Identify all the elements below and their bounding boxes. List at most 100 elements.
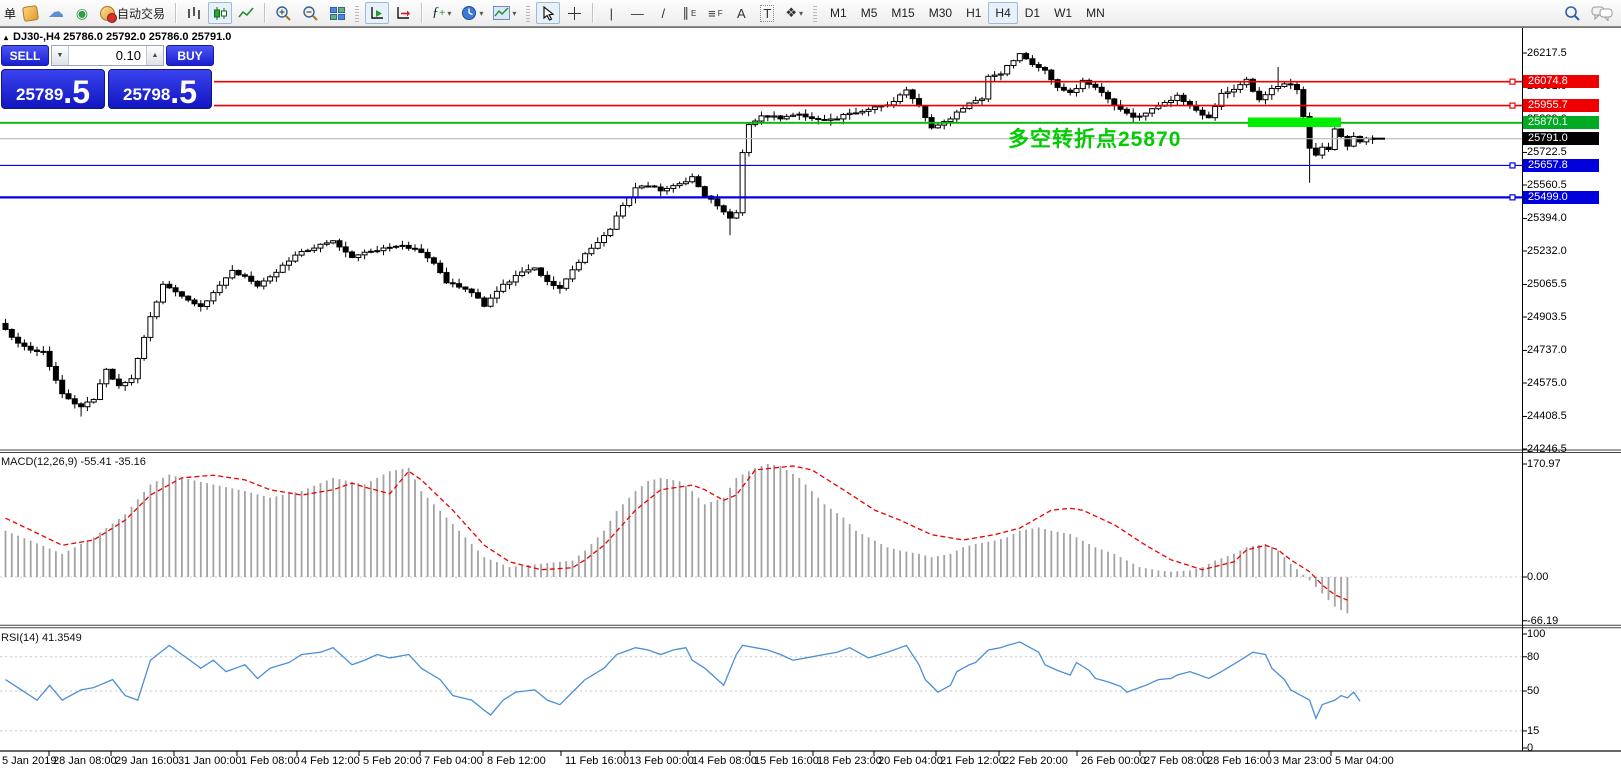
timeframe-m1[interactable]: M1 <box>830 6 847 20</box>
price-level-badge: 26074.8 <box>1523 75 1599 89</box>
price-axis-label: 26217.5 <box>1527 47 1567 59</box>
gold-cube-icon[interactable] <box>18 2 42 24</box>
price-axis-label: 25394.0 <box>1527 212 1567 225</box>
time-axis-label: 27 Feb 08:00 <box>1144 755 1209 767</box>
price-level-badge: 25955.7 <box>1523 99 1599 113</box>
buy-price-fraction: .5 <box>170 74 197 110</box>
chevron-down-icon: ▾ <box>447 8 452 18</box>
toolbar-grip <box>813 4 818 22</box>
price-axis-label: 24903.5 <box>1527 310 1567 323</box>
templates-button[interactable]: ▾ <box>489 2 520 24</box>
price-axis-label: 24246.5 <box>1527 442 1567 455</box>
time-axis-label: 28 Jan 08:00 <box>53 755 117 767</box>
timeframe-h1[interactable]: H1 <box>966 6 982 20</box>
rsi-indicator-label: RSI(14) 41.3549 <box>1 632 82 644</box>
horizontal-line-tool[interactable]: — <box>630 5 644 21</box>
buy-price-panel[interactable]: 25798.5 <box>108 69 212 109</box>
chevron-down-icon: ▾ <box>512 8 517 18</box>
sell-button[interactable]: SELL <box>1 45 49 66</box>
chart-title: ▴ DJ30-,H4 25786.0 25792.0 25786.0 25791… <box>4 31 231 43</box>
zoom-in-icon[interactable] <box>271 2 296 24</box>
sell-price: 25789 <box>16 85 64 104</box>
price-axis-label: 25722.5 <box>1527 146 1567 159</box>
autotrading-button[interactable]: 自动交易 <box>96 2 169 24</box>
sell-price-panel[interactable]: 25789.5 <box>1 69 105 109</box>
signal-icon[interactable]: ◉ <box>75 5 89 21</box>
auto-scroll-icon[interactable] <box>365 2 390 24</box>
time-axis-label: 28 Feb 16:00 <box>1207 755 1272 767</box>
rsi-axis-label: 80 <box>1527 650 1540 663</box>
zoom-out-icon[interactable] <box>298 2 323 24</box>
price-level-badge: 25657.8 <box>1523 158 1599 172</box>
line-chart-icon[interactable] <box>234 2 258 24</box>
buy-price: 25798 <box>123 85 171 104</box>
volume-decrease-button[interactable]: ▼ <box>52 46 69 65</box>
arrows-tool[interactable]: ❖ ▾ <box>785 5 804 20</box>
time-axis-label: 22 Feb 20:00 <box>1003 755 1068 767</box>
cloud-icon[interactable]: ☁ <box>48 4 65 21</box>
search-icon[interactable] <box>1560 2 1585 24</box>
candlestick-chart-icon[interactable] <box>208 2 233 24</box>
chevron-down-icon: ▾ <box>799 8 804 18</box>
cursor-button[interactable] <box>536 2 561 24</box>
chat-icon[interactable] <box>1587 2 1617 24</box>
periods-button[interactable]: ▾ <box>457 2 487 24</box>
timeframe-mn[interactable]: MN <box>1086 6 1105 20</box>
time-axis-label: 11 Feb 16:00 <box>565 755 630 767</box>
equidistant-channel-tool[interactable]: ∥ E <box>682 5 697 20</box>
time-axis-label: 26 Feb 00:00 <box>1081 755 1146 767</box>
toolbar-separator <box>264 3 266 23</box>
price-axis-label: 24575.0 <box>1527 376 1567 389</box>
timeframe-h4[interactable]: H4 <box>988 2 1018 24</box>
time-axis-label: 13 Feb 00:00 <box>629 755 694 767</box>
tile-windows-icon[interactable] <box>325 2 349 24</box>
toolbar-separator <box>421 3 423 23</box>
volume-value[interactable]: 0.10 <box>115 48 141 63</box>
rsi-axis-label: 100 <box>1527 628 1546 640</box>
timeframe-m5[interactable]: M5 <box>860 6 878 20</box>
macd-indicator-label: MACD(12,26,9) -55.41 -35.16 <box>1 456 146 468</box>
time-axis-label: 21 Feb 12:00 <box>940 755 1005 767</box>
toolbar-grip <box>355 4 360 22</box>
sell-price-fraction: .5 <box>63 74 90 110</box>
volume-stepper: ▼ 0.10 ▲ <box>51 45 164 66</box>
timeframe-d1[interactable]: D1 <box>1024 6 1041 20</box>
time-axis-label: 29 Jan 16:00 <box>115 755 179 767</box>
macd-axis-label: 170.97 <box>1527 458 1561 470</box>
bar-chart-icon[interactable] <box>182 2 206 24</box>
add-indicator-button[interactable]: ƒ+ ▾ <box>432 5 452 20</box>
text-label-tool[interactable]: T <box>755 2 779 24</box>
price-axis-label: 24737.0 <box>1527 344 1567 357</box>
text-tool[interactable]: A <box>737 5 746 21</box>
chevron-down-icon: ▾ <box>479 8 484 18</box>
toolbar-separator <box>175 3 177 23</box>
timeframe-w1[interactable]: W1 <box>1054 6 1073 20</box>
buy-button[interactable]: BUY <box>166 45 214 66</box>
annotation-text: 多空转折点25870 <box>1008 128 1182 151</box>
price-axis-label: 24408.5 <box>1527 410 1567 423</box>
autotrading-label: 自动交易 <box>117 6 166 21</box>
toolbar-grip <box>526 4 531 22</box>
macd-axis-label: 0.00 <box>1527 571 1549 583</box>
price-axis-label: 25065.5 <box>1527 278 1567 291</box>
price-level-badge: 25870.1 <box>1523 116 1599 130</box>
time-axis-label: 31 Jan 00:00 <box>178 755 242 767</box>
vertical-line-tool[interactable]: | <box>609 5 614 21</box>
new-order-button-fragment[interactable]: 单 <box>4 6 17 21</box>
volume-increase-button[interactable]: ▲ <box>146 46 163 65</box>
time-axis-label: 3 Mar 23:00 <box>1273 755 1332 767</box>
chart-icon: ▴ <box>4 32 9 42</box>
timeframe-m15[interactable]: M15 <box>891 6 915 20</box>
time-axis-label: 4 Feb 12:00 <box>301 755 360 767</box>
chart-shift-icon[interactable] <box>391 2 415 24</box>
price-axis-label: 25560.5 <box>1527 178 1567 191</box>
time-axis-label: 1 Feb 08:00 <box>241 755 300 767</box>
timeframe-m30[interactable]: M30 <box>928 6 953 20</box>
crosshair-button[interactable] <box>562 2 586 24</box>
trendline-tool[interactable]: / <box>661 5 666 21</box>
rsi-axis-label: 15 <box>1527 724 1540 737</box>
fibonacci-tool[interactable]: ≡ F <box>708 5 723 21</box>
time-axis-label: 5 Feb 20:00 <box>363 755 422 767</box>
rsi-axis-label: 50 <box>1527 685 1540 697</box>
